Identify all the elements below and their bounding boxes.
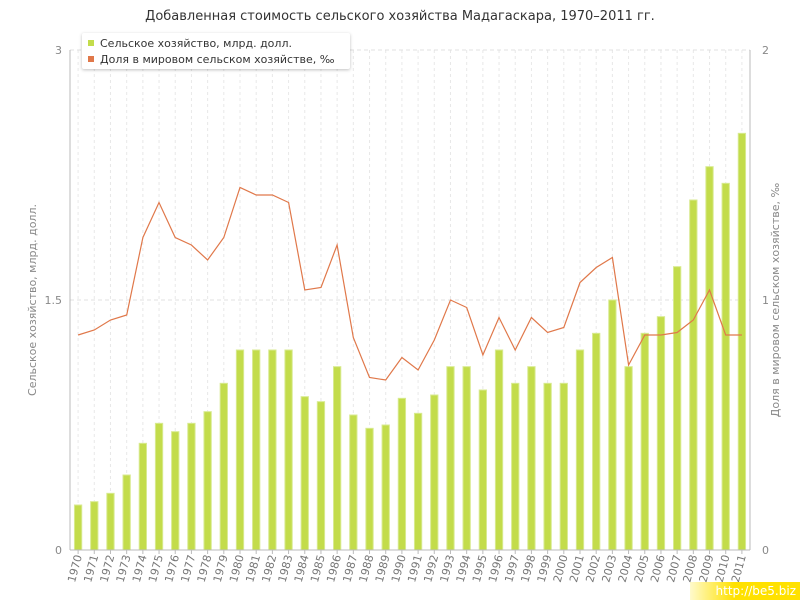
- bar-layer: [73, 132, 747, 551]
- right-tick-label: 2: [762, 44, 769, 57]
- share-line: [77, 186, 742, 381]
- bar-2001: [575, 349, 585, 551]
- bar-1998: [527, 366, 536, 551]
- bar-1983: [284, 349, 293, 551]
- legend-swatch-bar: [88, 40, 94, 46]
- bar-1981: [252, 349, 261, 551]
- bar-1972: [106, 492, 115, 551]
- bar-1973: [122, 474, 131, 551]
- bar-1992: [430, 394, 439, 551]
- bar-1982: [268, 349, 277, 551]
- bar-1988: [365, 427, 374, 551]
- bar-2010: [721, 182, 730, 551]
- bar-1976: [171, 431, 180, 551]
- bar-1990: [397, 397, 407, 551]
- bar-1979: [219, 382, 228, 551]
- bar-1994: [462, 366, 471, 551]
- bar-1999: [543, 382, 552, 551]
- left-tick-label: 1.5: [45, 294, 63, 307]
- bar-1991: [413, 412, 423, 551]
- left-tick-label: 3: [55, 44, 62, 57]
- bar-1984: [300, 396, 309, 551]
- left-tick-label: 0: [55, 544, 62, 557]
- bar-2003: [608, 299, 617, 551]
- legend-item-share: Доля в мировом сельском хозяйстве, ‰: [88, 53, 334, 66]
- bar-2004: [624, 366, 633, 551]
- bar-1995: [478, 389, 488, 551]
- bar-1985: [316, 401, 326, 551]
- bar-1987: [349, 414, 358, 551]
- bar-2007: [673, 266, 682, 551]
- bar-1993: [446, 366, 455, 551]
- right-tick-label: 0: [762, 544, 769, 557]
- watermark-link[interactable]: http://be5.biz: [690, 582, 800, 600]
- right-tick-label: 1: [762, 294, 769, 307]
- bar-2005: [640, 332, 649, 551]
- bar-2002: [592, 332, 601, 551]
- bar-1986: [333, 366, 342, 551]
- bar-2011: [737, 132, 747, 551]
- bar-1971: [90, 501, 99, 551]
- legend-label-agriculture: Сельское хозяйство, млрд. долл.: [100, 37, 292, 50]
- bar-2006: [656, 316, 666, 551]
- chart-title: Добавленная стоимость сельского хозяйств…: [145, 9, 655, 24]
- left-axis-title: Сельское хозяйство, млрд. долл.: [26, 204, 39, 396]
- bar-1996: [494, 349, 504, 551]
- bar-1977: [187, 422, 196, 551]
- bar-1997: [511, 382, 520, 551]
- right-axis-title: Доля в мировом сельском хозяйстве, ‰: [769, 183, 782, 418]
- bar-1978: [203, 411, 212, 551]
- bar-2009: [705, 166, 714, 551]
- bar-2008: [689, 199, 698, 551]
- legend-label-share: Доля в мировом сельском хозяйстве, ‰: [100, 53, 335, 66]
- line-layer: [77, 186, 742, 381]
- legend-swatch-line: [88, 56, 94, 62]
- bar-2000: [559, 382, 568, 551]
- legend: Сельское хозяйство, млрд. долл. Доля в м…: [82, 33, 350, 69]
- bar-1980: [235, 349, 245, 551]
- bar-1970: [73, 504, 83, 551]
- bar-1989: [381, 424, 390, 551]
- legend-item-agriculture: Сельское хозяйство, млрд. долл.: [88, 37, 292, 50]
- bar-1974: [138, 442, 147, 551]
- bar-1975: [154, 422, 164, 551]
